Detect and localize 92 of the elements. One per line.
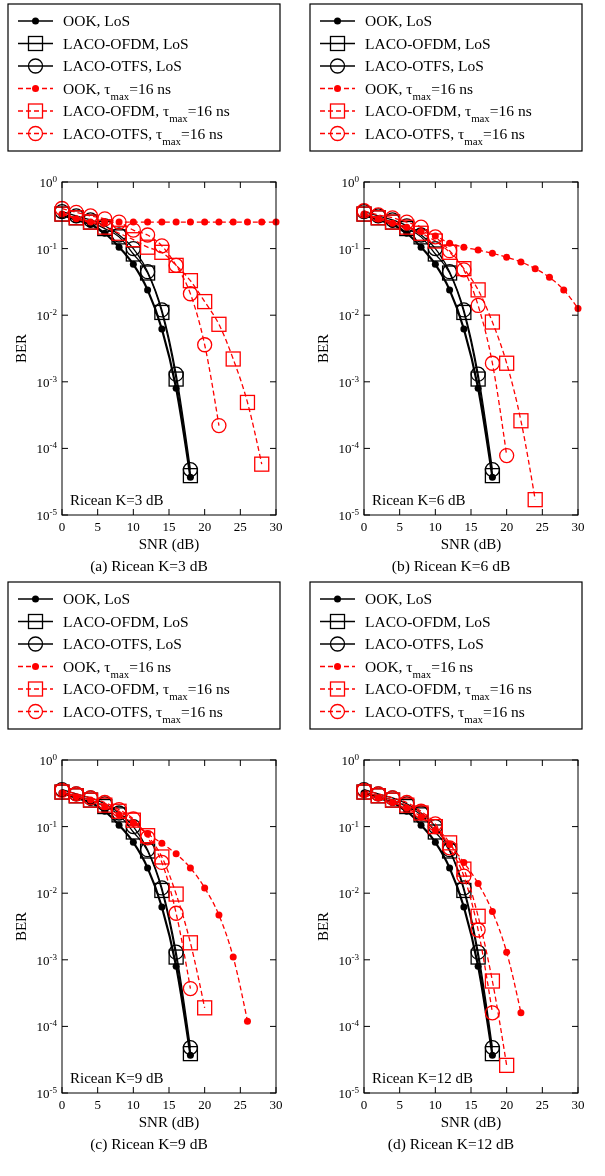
- legend-label: LACO-OFDM, τ$_{max}$=16 ns: [63, 102, 230, 124]
- y-tick-label: 10$^{-2}$: [338, 307, 360, 324]
- y-tick-label: 10$^{-5}$: [338, 1085, 360, 1101]
- legend-label: OOK, LoS: [365, 590, 433, 607]
- y-axis-title: BER: [315, 333, 331, 364]
- legend-label: OOK, τ$_{max}$=16 ns: [365, 657, 474, 680]
- y-tick-label: 10$^{-1}$: [36, 240, 57, 257]
- x-tick-label: 5: [396, 519, 403, 534]
- x-tick-label: 25: [233, 519, 247, 534]
- annotation: Ricean K=3 dB: [70, 492, 164, 508]
- y-tick-label: 10$^{-1}$: [338, 818, 359, 835]
- x-tick-label: 10: [428, 519, 442, 534]
- y-tick-label: 10$^{-5}$: [338, 507, 360, 523]
- legend-label: LACO-OTFS, LoS: [365, 57, 484, 74]
- legend-label: LACO-OTFS, LoS: [365, 635, 484, 652]
- y-tick-label: 10$^{-1}$: [338, 240, 359, 257]
- legend-label: LACO-OFDM, τ$_{max}$=16 ns: [365, 102, 532, 124]
- x-tick-label: 25: [535, 1097, 549, 1112]
- y-axis-title: BER: [13, 911, 29, 942]
- y-tick-label: 10$^{-2}$: [338, 885, 360, 902]
- x-tick-label: 5: [396, 1097, 403, 1112]
- y-tick-label: 10$^{-4}$: [36, 1018, 58, 1035]
- annotation: Ricean K=6 dB: [372, 492, 466, 508]
- legend-label: LACO-OFDM, LoS: [365, 612, 491, 630]
- x-tick-label: 25: [233, 1097, 247, 1112]
- legend-label: LACO-OTFS, τ$_{max}$=16 ns: [63, 124, 223, 147]
- y-tick-label: 10$^{0}$: [341, 174, 360, 190]
- text: (b) Ricean K=6 dB: [391, 557, 511, 575]
- x-tick-label: 0: [360, 1097, 368, 1112]
- legend-label: OOK, τ$_{max}$=16 ns: [63, 79, 172, 102]
- annotation: Ricean K=9 dB: [70, 1070, 164, 1086]
- x-tick-label: 15: [162, 519, 176, 534]
- x-tick-label: 5: [94, 519, 101, 534]
- y-tick-label: 10$^{-3}$: [338, 373, 360, 390]
- x-tick-label: 20: [500, 1097, 514, 1112]
- x-axis-title: SNR (dB): [440, 536, 502, 553]
- x-tick-label: 20: [500, 519, 514, 534]
- x-tick-label: 30: [571, 1097, 585, 1112]
- legend-label: LACO-OFDM, LoS: [365, 34, 491, 52]
- legend-label: LACO-OFDM, τ$_{max}$=16 ns: [63, 680, 230, 702]
- x-axis-title: SNR (dB): [138, 1114, 200, 1131]
- legend-label: LACO-OFDM, τ$_{max}$=16 ns: [365, 680, 532, 702]
- legend-label: OOK, τ$_{max}$=16 ns: [365, 79, 474, 102]
- x-tick-label: 10: [126, 519, 140, 534]
- x-axis-title: SNR (dB): [440, 1114, 502, 1131]
- text: (d) Ricean K=12 dB: [387, 1135, 515, 1153]
- x-tick-label: 0: [58, 519, 66, 534]
- x-tick-label: 15: [464, 1097, 478, 1112]
- x-tick-label: 0: [360, 519, 368, 534]
- x-tick-label: 15: [162, 1097, 176, 1112]
- x-tick-label: 30: [571, 519, 585, 534]
- y-tick-label: 10$^{-4}$: [338, 440, 360, 457]
- text: (a) Ricean K=3 dB: [90, 557, 208, 575]
- legend-label: LACO-OTFS, τ$_{max}$=16 ns: [365, 124, 525, 147]
- y-axis-title: BER: [13, 333, 29, 364]
- y-tick-label: 10$^{-3}$: [36, 373, 58, 390]
- y-tick-label: 10$^{0}$: [341, 752, 360, 768]
- y-tick-label: 10$^{-4}$: [36, 440, 58, 457]
- y-tick-label: 10$^{-3}$: [338, 951, 360, 968]
- x-tick-label: 15: [464, 519, 478, 534]
- legend-label: LACO-OTFS, τ$_{max}$=16 ns: [63, 702, 223, 725]
- x-tick-label: 25: [535, 519, 549, 534]
- x-tick-label: 0: [58, 1097, 66, 1112]
- y-tick-label: 10$^{-2}$: [36, 885, 58, 902]
- legend-label: LACO-OTFS, LoS: [63, 635, 182, 652]
- y-tick-label: 10$^{-5}$: [36, 1085, 58, 1101]
- y-tick-label: 10$^{-1}$: [36, 818, 57, 835]
- y-tick-label: 10$^{-3}$: [36, 951, 58, 968]
- x-tick-label: 30: [269, 519, 283, 534]
- x-tick-label: 10: [126, 1097, 140, 1112]
- legend-label: OOK, LoS: [365, 12, 433, 29]
- y-tick-label: 10$^{-2}$: [36, 307, 58, 324]
- x-tick-label: 20: [198, 519, 212, 534]
- x-tick-label: 10: [428, 1097, 442, 1112]
- legend-label: LACO-OTFS, τ$_{max}$=16 ns: [365, 702, 525, 725]
- annotation: Ricean K=12 dB: [372, 1070, 473, 1086]
- x-tick-label: 5: [94, 1097, 101, 1112]
- y-tick-label: 10$^{0}$: [39, 752, 58, 768]
- legend-label: OOK, LoS: [63, 12, 131, 29]
- x-axis-title: SNR (dB): [138, 536, 200, 553]
- y-axis-title: BER: [315, 911, 331, 942]
- legend-label: OOK, LoS: [63, 590, 131, 607]
- legend-label: LACO-OTFS, LoS: [63, 57, 182, 74]
- y-tick-label: 10$^{-5}$: [36, 507, 58, 523]
- legend-label: LACO-OFDM, LoS: [63, 34, 189, 52]
- legend-label: LACO-OFDM, LoS: [63, 612, 189, 630]
- x-tick-label: 20: [198, 1097, 212, 1112]
- y-tick-label: 10$^{-4}$: [338, 1018, 360, 1035]
- y-tick-label: 10$^{0}$: [39, 174, 58, 190]
- text: (c) Ricean K=9 dB: [90, 1135, 208, 1153]
- x-tick-label: 30: [269, 1097, 283, 1112]
- legend-label: OOK, τ$_{max}$=16 ns: [63, 657, 172, 680]
